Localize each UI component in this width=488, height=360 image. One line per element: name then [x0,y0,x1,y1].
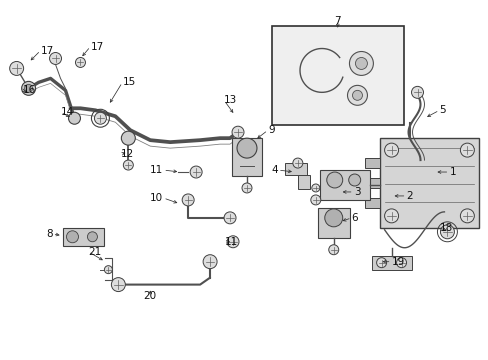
Circle shape [87,232,97,242]
Text: 5: 5 [439,105,445,115]
Circle shape [355,58,366,69]
Circle shape [384,209,398,223]
Bar [232,138,262,176]
Text: 20: 20 [143,291,157,301]
Text: 18: 18 [439,223,452,233]
Circle shape [311,184,319,192]
Bar [297,175,309,189]
Text: 10: 10 [150,193,163,203]
Circle shape [75,58,85,67]
Circle shape [440,225,453,239]
Text: 19: 19 [391,257,404,267]
Circle shape [459,209,473,223]
Circle shape [226,236,239,248]
Circle shape [352,90,362,100]
Circle shape [459,143,473,157]
Bar [285,163,306,175]
Bar [364,198,379,208]
Circle shape [66,231,78,243]
Circle shape [237,138,256,158]
Circle shape [348,174,360,186]
Text: 1: 1 [448,167,455,177]
Circle shape [123,160,133,170]
Text: 15: 15 [122,77,135,87]
Bar [317,208,349,238]
Circle shape [203,255,217,269]
Circle shape [328,245,338,255]
Text: 4: 4 [271,165,277,175]
Circle shape [104,266,112,274]
Circle shape [326,172,342,188]
Text: 11: 11 [224,237,238,247]
Text: 21: 21 [88,247,102,257]
Circle shape [349,51,373,75]
Text: 2: 2 [406,191,412,201]
Bar [319,170,369,200]
Bar [371,256,411,270]
Text: 12: 12 [120,149,133,159]
Text: 9: 9 [267,125,274,135]
Circle shape [292,158,302,168]
Circle shape [396,258,406,268]
Bar [364,178,379,188]
Circle shape [94,112,106,124]
Text: 16: 16 [22,85,36,95]
Circle shape [121,131,135,145]
Circle shape [411,86,423,98]
Circle shape [324,209,342,227]
Circle shape [111,278,125,292]
Text: 7: 7 [334,15,340,26]
Circle shape [182,194,194,206]
Text: 13: 13 [224,95,237,105]
Text: 8: 8 [46,229,52,239]
Circle shape [24,84,33,92]
Circle shape [384,143,398,157]
Circle shape [224,212,236,224]
Text: 6: 6 [351,213,358,223]
Bar [379,138,478,228]
Circle shape [232,126,244,138]
Circle shape [68,112,81,124]
Text: 17: 17 [90,41,103,51]
Circle shape [21,81,36,95]
Bar [62,228,104,246]
Circle shape [242,183,251,193]
Text: 11: 11 [150,165,163,175]
Bar [271,26,403,125]
Text: 3: 3 [353,187,360,197]
Circle shape [310,195,320,205]
Circle shape [49,53,61,64]
Text: 14: 14 [61,107,74,117]
Text: 17: 17 [41,45,54,55]
Bar [364,158,379,168]
Circle shape [190,166,202,178]
Circle shape [347,85,366,105]
Circle shape [10,62,23,75]
Circle shape [376,258,386,268]
